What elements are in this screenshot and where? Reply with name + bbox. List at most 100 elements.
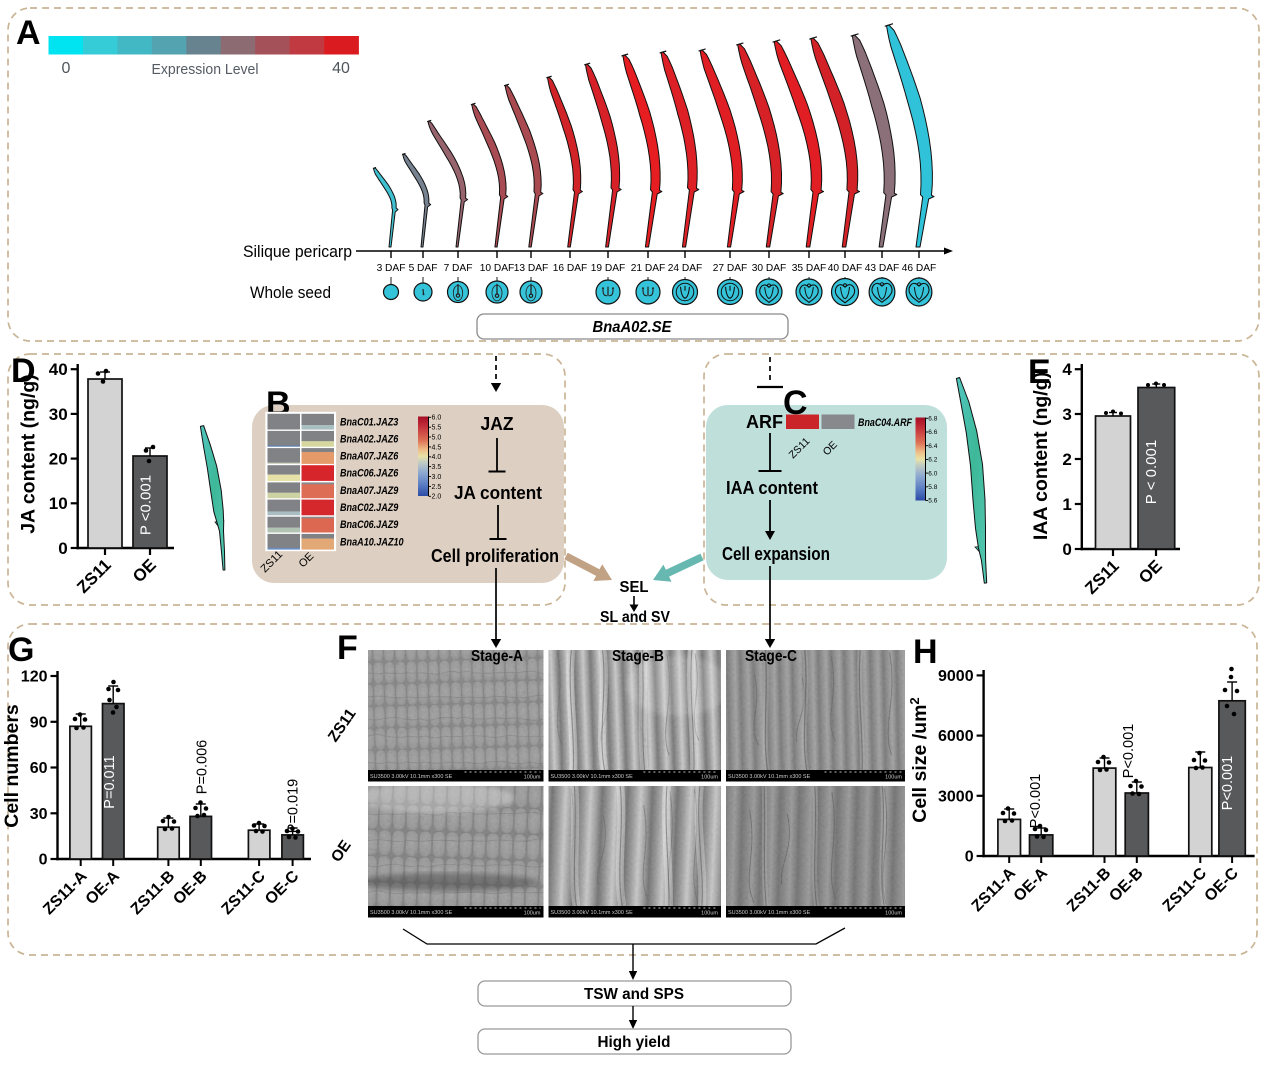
svg-text:SU3500 3.00kV 10.1mm x300 SE: SU3500 3.00kV 10.1mm x300 SE: [728, 774, 811, 780]
svg-text:SU3500 3.00kV 10.1mm x300 SE: SU3500 3.00kV 10.1mm x300 SE: [370, 774, 453, 780]
svg-text:High yield: High yield: [598, 1034, 671, 1051]
svg-text:P=0.019: P=0.019: [286, 779, 302, 833]
svg-text:21 DAF: 21 DAF: [631, 263, 666, 274]
svg-text:40: 40: [332, 60, 350, 77]
svg-text:27 DAF: 27 DAF: [713, 263, 748, 274]
svg-text:2: 2: [1062, 450, 1071, 469]
svg-text:Cell size /um2: Cell size /um2: [907, 697, 931, 822]
svg-text:60: 60: [30, 760, 48, 777]
svg-text:BnaC04.ARF: BnaC04.ARF: [858, 417, 912, 429]
svg-text:BnaC06.JAZ6: BnaC06.JAZ6: [340, 468, 399, 480]
svg-text:9000: 9000: [938, 668, 974, 685]
svg-text:10: 10: [49, 494, 68, 513]
svg-text:5.5: 5.5: [432, 425, 442, 432]
svg-text:6.0: 6.0: [928, 470, 937, 477]
svg-text:Expression Level: Expression Level: [152, 61, 259, 78]
svg-text:6000: 6000: [938, 728, 974, 745]
svg-text:BnaC06.JAZ9: BnaC06.JAZ9: [340, 519, 398, 531]
svg-text:19 DAF: 19 DAF: [591, 263, 626, 274]
svg-text:2.0: 2.0: [432, 494, 442, 501]
svg-text:5.6: 5.6: [928, 498, 937, 505]
svg-text:P <0.001: P <0.001: [138, 475, 155, 535]
svg-text:JA content (ng/g): JA content (ng/g): [18, 374, 40, 534]
svg-text:BnaA10.JAZ10: BnaA10.JAZ10: [340, 536, 404, 548]
svg-text:13 DAF: 13 DAF: [514, 263, 549, 274]
svg-text:2.5: 2.5: [432, 484, 442, 491]
svg-text:100um: 100um: [701, 911, 718, 917]
svg-text:BnaA07.JAZ6: BnaA07.JAZ6: [340, 451, 399, 463]
svg-text:5.8: 5.8: [928, 484, 937, 491]
svg-text:Cell proliferation: Cell proliferation: [431, 546, 559, 566]
svg-text:43 DAF: 43 DAF: [865, 263, 900, 274]
svg-text:46 DAF: 46 DAF: [902, 263, 937, 274]
svg-text:0: 0: [58, 539, 67, 558]
svg-text:SL and SV: SL and SV: [600, 609, 670, 626]
svg-text:90: 90: [30, 714, 48, 731]
svg-text:0: 0: [965, 849, 974, 866]
svg-text:6.4: 6.4: [928, 443, 937, 450]
svg-text:SU3500 3.00kV 10.1mm x300 SE: SU3500 3.00kV 10.1mm x300 SE: [728, 910, 811, 916]
svg-text:1: 1: [1062, 495, 1071, 514]
svg-text:35 DAF: 35 DAF: [792, 263, 827, 274]
svg-text:SU3500 3.00kV 10.1mm x300 SE: SU3500 3.00kV 10.1mm x300 SE: [370, 910, 453, 916]
svg-text:4: 4: [1062, 360, 1072, 379]
svg-text:30 DAF: 30 DAF: [752, 263, 787, 274]
svg-text:100um: 100um: [885, 775, 902, 781]
svg-text:16 DAF: 16 DAF: [553, 263, 588, 274]
svg-text:3: 3: [1062, 405, 1071, 424]
svg-text:30: 30: [49, 405, 68, 424]
svg-text:40 DAF: 40 DAF: [828, 263, 863, 274]
svg-text:BnaA07.JAZ9: BnaA07.JAZ9: [340, 485, 398, 497]
svg-text:SU3500 3.00kV 10.1mm x300 SE: SU3500 3.00kV 10.1mm x300 SE: [551, 910, 634, 916]
svg-text:100um: 100um: [524, 911, 541, 917]
svg-text:SU3500 3.00kV 10.1mm x300 SE: SU3500 3.00kV 10.1mm x300 SE: [551, 774, 634, 780]
svg-text:IAA content: IAA content: [726, 478, 818, 498]
svg-text:7 DAF: 7 DAF: [444, 263, 473, 274]
svg-text:Whole seed: Whole seed: [250, 283, 331, 302]
svg-text:6.6: 6.6: [928, 429, 937, 436]
svg-text:G: G: [8, 631, 34, 669]
svg-text:100um: 100um: [701, 775, 718, 781]
svg-text:30: 30: [30, 806, 48, 823]
svg-text:100um: 100um: [885, 911, 902, 917]
svg-text:0: 0: [39, 852, 48, 869]
svg-text:20: 20: [49, 450, 68, 469]
svg-text:D: D: [11, 352, 36, 390]
svg-text:Silique pericarp: Silique pericarp: [243, 242, 352, 261]
svg-text:BnaC02.JAZ9: BnaC02.JAZ9: [340, 502, 398, 514]
svg-text:SEL: SEL: [620, 579, 649, 596]
svg-text:Stage-C: Stage-C: [745, 648, 797, 665]
svg-text:P<0.001: P<0.001: [1028, 774, 1044, 828]
svg-text:P < 0.001: P < 0.001: [1143, 440, 1160, 504]
svg-text:Stage-B: Stage-B: [612, 648, 664, 665]
svg-text:F: F: [337, 629, 358, 667]
svg-text:TSW and SPS: TSW and SPS: [584, 986, 684, 1003]
svg-text:24 DAF: 24 DAF: [668, 263, 703, 274]
svg-text:ARF: ARF: [746, 412, 783, 432]
svg-text:5 DAF: 5 DAF: [409, 263, 438, 274]
svg-text:H: H: [913, 633, 938, 671]
svg-text:IAA content (ng/g): IAA content (ng/g): [1030, 372, 1052, 540]
svg-text:Stage-A: Stage-A: [471, 648, 523, 665]
svg-text:40: 40: [49, 360, 68, 379]
svg-text:P<0.001: P<0.001: [1220, 756, 1236, 810]
svg-text:BnaA02.SE: BnaA02.SE: [593, 319, 673, 336]
svg-text:3000: 3000: [938, 788, 974, 805]
svg-text:P=0.011: P=0.011: [102, 755, 118, 808]
svg-text:0: 0: [62, 60, 71, 77]
svg-text:Cell expansion: Cell expansion: [722, 544, 830, 564]
svg-text:3.0: 3.0: [432, 474, 442, 481]
svg-text:Cell numbers: Cell numbers: [1, 704, 23, 828]
svg-text:4.0: 4.0: [432, 454, 442, 461]
svg-text:6.8: 6.8: [928, 416, 937, 423]
svg-text:P=0.006: P=0.006: [195, 740, 211, 794]
svg-text:3.5: 3.5: [432, 464, 442, 471]
svg-text:100um: 100um: [524, 775, 541, 781]
svg-text:4.5: 4.5: [432, 444, 442, 451]
svg-text:0: 0: [1062, 540, 1071, 559]
svg-text:JAZ: JAZ: [481, 414, 514, 434]
svg-text:A: A: [16, 14, 41, 52]
svg-text:6.2: 6.2: [928, 457, 937, 464]
svg-text:P<0.001: P<0.001: [1121, 724, 1137, 778]
svg-text:120: 120: [21, 669, 48, 686]
